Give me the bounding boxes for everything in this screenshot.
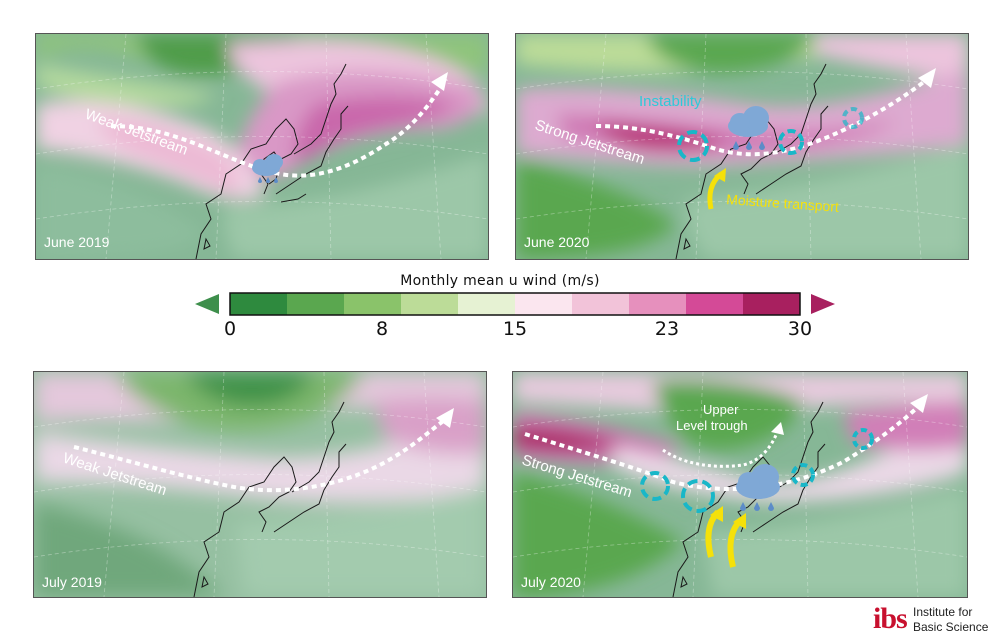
colorbar-tick-label: 0 xyxy=(223,318,237,340)
jetstream-arrowhead-icon xyxy=(910,394,928,413)
colorbar-segment xyxy=(629,293,687,315)
colorbar-tick-label: 23 xyxy=(654,318,680,340)
map-june-2020: Instability Moisture transport Strong Je… xyxy=(516,34,968,259)
moisture-arrowhead-icon xyxy=(714,168,726,182)
logo-line-1: Institute for xyxy=(913,605,973,619)
jetstream-path xyxy=(524,400,925,491)
map-july-2020: Upper Level trough Strong Jetstream July… xyxy=(513,372,967,597)
moisture-arrowhead-icon xyxy=(733,513,746,529)
graticule xyxy=(36,34,488,259)
jetstream-path xyxy=(110,77,448,178)
ibs-logo-mark: ibs xyxy=(873,602,908,635)
colorbar-over-arrow-icon xyxy=(811,294,835,314)
jetstream-path xyxy=(73,415,451,493)
map-panel-june-2019: Weak Jetstream June 2019 xyxy=(35,33,489,260)
rain-cloud-icon xyxy=(252,154,283,183)
colorbar-segment xyxy=(287,293,345,315)
map-panel-july-2019: Weak Jetstream July 2019 xyxy=(33,371,487,598)
colorbar-segment xyxy=(401,293,459,315)
colorbar-under-arrow-icon xyxy=(195,294,219,314)
map-panel-june-2020: Instability Moisture transport Strong Je… xyxy=(515,33,969,260)
jetstream-arrowhead-icon xyxy=(431,72,448,91)
jetstream-arrowhead-icon xyxy=(918,68,936,88)
rain-cloud-icon xyxy=(736,464,780,511)
instability-vortex-icon xyxy=(640,428,874,513)
panel-date-label: June 2019 xyxy=(44,234,110,250)
panel-date-label: July 2020 xyxy=(521,574,581,590)
map-july-2019: Weak Jetstream July 2019 xyxy=(34,372,486,597)
colorbar-segment xyxy=(230,293,288,315)
jetstream-path xyxy=(595,74,933,157)
trough-path xyxy=(662,429,780,468)
graticule xyxy=(34,372,486,597)
colorbar-tick-label: 8 xyxy=(375,318,389,340)
colorbar-segment xyxy=(743,293,801,315)
coastline xyxy=(672,401,826,597)
colorbar-title: Monthly mean u wind (m/s) xyxy=(400,273,600,289)
moisture-arrowhead-icon xyxy=(710,506,723,522)
trough-label-line1: Upper xyxy=(703,402,739,417)
colorbar-tick-label: 15 xyxy=(502,318,528,340)
panel-date-label: June 2020 xyxy=(524,234,590,250)
panel-date-label: July 2019 xyxy=(42,574,102,590)
map-june-2019: Weak Jetstream June 2019 xyxy=(36,34,488,259)
graticule xyxy=(516,34,968,259)
colorbar-segment xyxy=(515,293,573,315)
coastline xyxy=(193,401,347,597)
colorbar-segment xyxy=(344,293,402,315)
colorbar xyxy=(195,292,835,316)
colorbar-tick-label: 30 xyxy=(787,318,813,340)
colorbar-segment xyxy=(572,293,630,315)
trough-arrowhead-icon xyxy=(771,422,784,435)
colorbar-segment xyxy=(686,293,744,315)
ibs-logo: ibs Institute for Basic Science xyxy=(873,602,993,638)
map-panel-july-2020: Upper Level trough Strong Jetstream July… xyxy=(512,371,968,598)
logo-line-2: Basic Science xyxy=(913,620,989,634)
instability-label: Instability xyxy=(639,93,702,110)
jetstream-arrowhead-icon xyxy=(436,408,454,428)
moisture-label: Moisture transport xyxy=(726,191,840,215)
instability-vortex-icon xyxy=(677,107,864,162)
rain-cloud-icon xyxy=(728,106,769,150)
colorbar-segment xyxy=(458,293,516,315)
trough-label-line2: Level trough xyxy=(676,418,748,433)
